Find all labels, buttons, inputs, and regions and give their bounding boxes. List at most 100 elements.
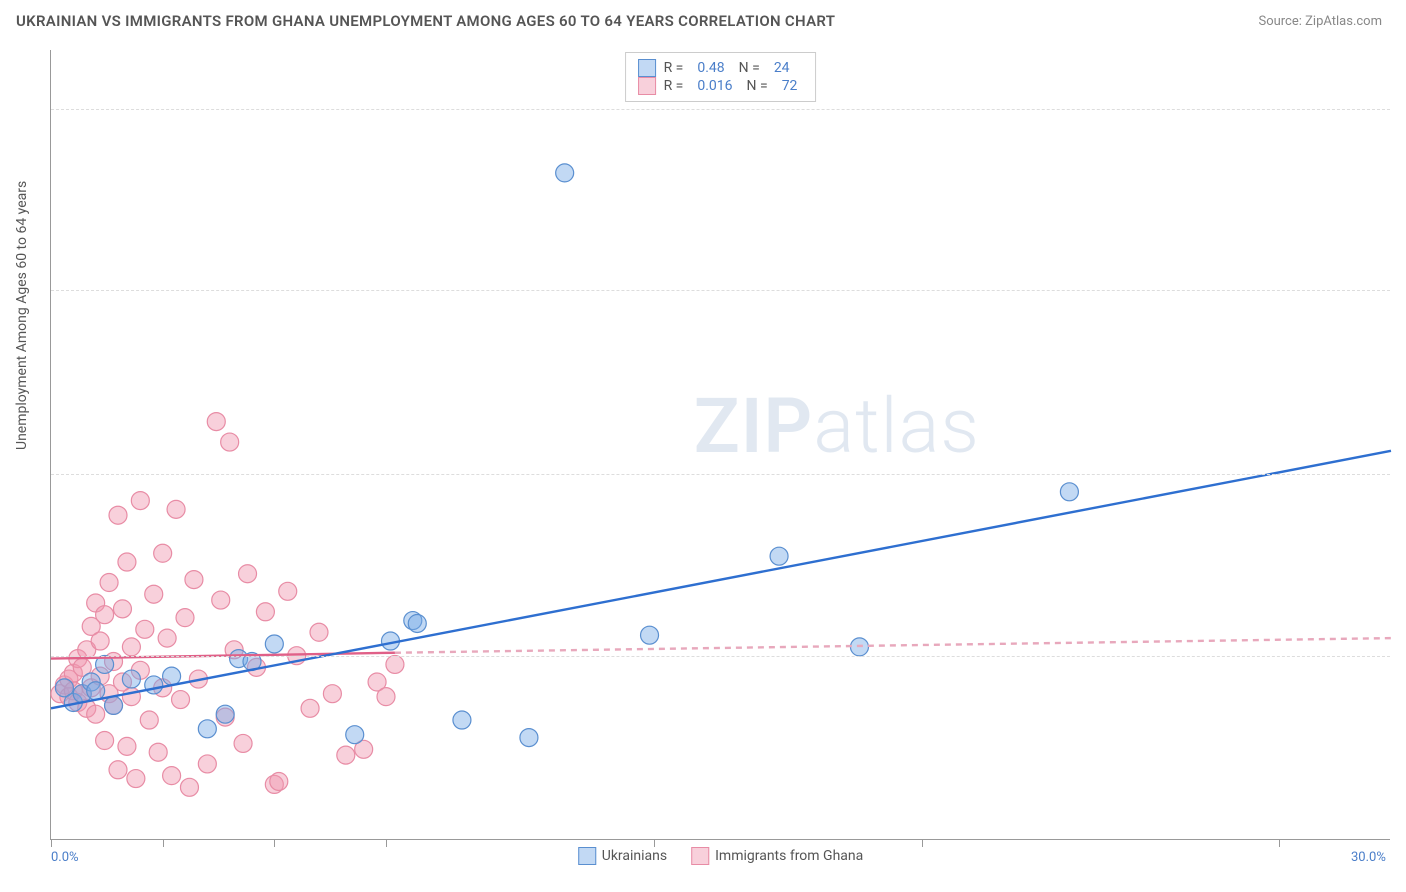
chart-source: Source: ZipAtlas.com bbox=[1258, 14, 1382, 29]
data-point bbox=[167, 500, 185, 518]
y-tick-label: 18.8% bbox=[1395, 282, 1406, 297]
gridline bbox=[51, 109, 1390, 110]
data-point bbox=[136, 620, 154, 638]
data-point bbox=[265, 635, 283, 653]
data-point bbox=[453, 711, 471, 729]
y-tick-label: 6.3% bbox=[1395, 648, 1406, 663]
n-label: N = bbox=[739, 60, 760, 76]
data-point bbox=[105, 696, 123, 714]
data-point bbox=[118, 737, 136, 755]
data-point bbox=[221, 433, 239, 451]
gridline bbox=[51, 290, 1390, 291]
legend-label-ghana: Immigrants from Ghana bbox=[715, 848, 863, 864]
data-point bbox=[1060, 483, 1078, 501]
swatch-ghana-icon bbox=[691, 847, 709, 865]
data-point bbox=[207, 413, 225, 431]
x-tick bbox=[386, 839, 387, 847]
data-point bbox=[122, 688, 140, 706]
data-point bbox=[113, 600, 131, 618]
data-point bbox=[154, 544, 172, 562]
data-point bbox=[279, 582, 297, 600]
x-tick-label: 30.0% bbox=[1351, 850, 1386, 865]
x-tick bbox=[922, 839, 923, 847]
stats-legend-row-ukrainians: R = 0.48 N = 24 bbox=[638, 59, 804, 77]
data-point bbox=[149, 743, 167, 761]
data-point bbox=[91, 632, 109, 650]
y-tick-label: 12.5% bbox=[1395, 466, 1406, 481]
data-point bbox=[520, 729, 538, 747]
data-point bbox=[216, 705, 234, 723]
data-point bbox=[87, 682, 105, 700]
data-point bbox=[122, 638, 140, 656]
n-value-ukrainians: 24 bbox=[774, 60, 790, 76]
data-point bbox=[145, 676, 163, 694]
data-point bbox=[386, 655, 404, 673]
x-tick bbox=[274, 839, 275, 847]
swatch-ukrainians-icon bbox=[638, 59, 656, 77]
y-axis-label: Unemployment Among Ages 60 to 64 years bbox=[14, 181, 30, 450]
data-point bbox=[641, 626, 659, 644]
data-point bbox=[556, 164, 574, 182]
data-point bbox=[172, 691, 190, 709]
data-point bbox=[96, 606, 114, 624]
n-value-ghana: 72 bbox=[782, 78, 798, 94]
data-point bbox=[234, 734, 252, 752]
r-label: R = bbox=[664, 60, 684, 76]
data-point bbox=[87, 705, 105, 723]
swatch-ukrainians-icon bbox=[578, 847, 596, 865]
data-point bbox=[239, 565, 257, 583]
data-point bbox=[185, 571, 203, 589]
data-point bbox=[770, 547, 788, 565]
data-point bbox=[131, 492, 149, 510]
data-point bbox=[198, 720, 216, 738]
n-label: N = bbox=[747, 78, 768, 94]
data-point bbox=[337, 746, 355, 764]
chart-title: UKRAINIAN VS IMMIGRANTS FROM GHANA UNEMP… bbox=[16, 12, 835, 30]
data-point bbox=[158, 629, 176, 647]
r-value-ukrainians: 0.48 bbox=[697, 60, 724, 76]
data-point bbox=[310, 623, 328, 641]
data-point bbox=[109, 761, 127, 779]
scatter-svg bbox=[51, 50, 1390, 839]
data-point bbox=[100, 574, 118, 592]
data-point bbox=[163, 767, 181, 785]
data-point bbox=[346, 726, 364, 744]
stats-legend-row-ghana: R = 0.016 N = 72 bbox=[638, 77, 804, 95]
legend-item-ghana: Immigrants from Ghana bbox=[691, 847, 863, 865]
x-tick bbox=[51, 839, 52, 847]
x-tick bbox=[163, 839, 164, 847]
data-point bbox=[270, 772, 288, 790]
data-point bbox=[127, 770, 145, 788]
data-point bbox=[176, 609, 194, 627]
data-point bbox=[96, 732, 114, 750]
r-value-ghana: 0.016 bbox=[697, 78, 732, 94]
data-point bbox=[145, 585, 163, 603]
data-point bbox=[163, 667, 181, 685]
legend-label-ukrainians: Ukrainians bbox=[602, 848, 667, 864]
data-point bbox=[212, 591, 230, 609]
trend-line bbox=[395, 638, 1391, 653]
gridline bbox=[51, 474, 1390, 475]
data-point bbox=[323, 685, 341, 703]
x-tick bbox=[654, 839, 655, 847]
stats-legend: R = 0.48 N = 24 R = 0.016 N = 72 bbox=[625, 52, 817, 102]
data-point bbox=[122, 670, 140, 688]
data-point bbox=[198, 755, 216, 773]
r-label: R = bbox=[664, 78, 684, 94]
chart-header: UKRAINIAN VS IMMIGRANTS FROM GHANA UNEMP… bbox=[0, 0, 1406, 38]
swatch-ghana-icon bbox=[638, 77, 656, 95]
gridline bbox=[51, 656, 1390, 657]
data-point bbox=[256, 603, 274, 621]
data-point bbox=[301, 699, 319, 717]
data-point bbox=[180, 778, 198, 796]
data-point bbox=[109, 506, 127, 524]
data-point bbox=[377, 688, 395, 706]
series-legend: Ukrainians Immigrants from Ghana bbox=[578, 847, 864, 865]
data-point bbox=[118, 553, 136, 571]
legend-item-ukrainians: Ukrainians bbox=[578, 847, 667, 865]
data-point bbox=[140, 711, 158, 729]
chart-plot-area: ZIPatlas R = 0.48 N = 24 R = 0.016 N = 7… bbox=[50, 50, 1390, 840]
data-point bbox=[408, 614, 426, 632]
x-tick bbox=[1279, 839, 1280, 847]
x-tick-label: 0.0% bbox=[51, 850, 79, 865]
